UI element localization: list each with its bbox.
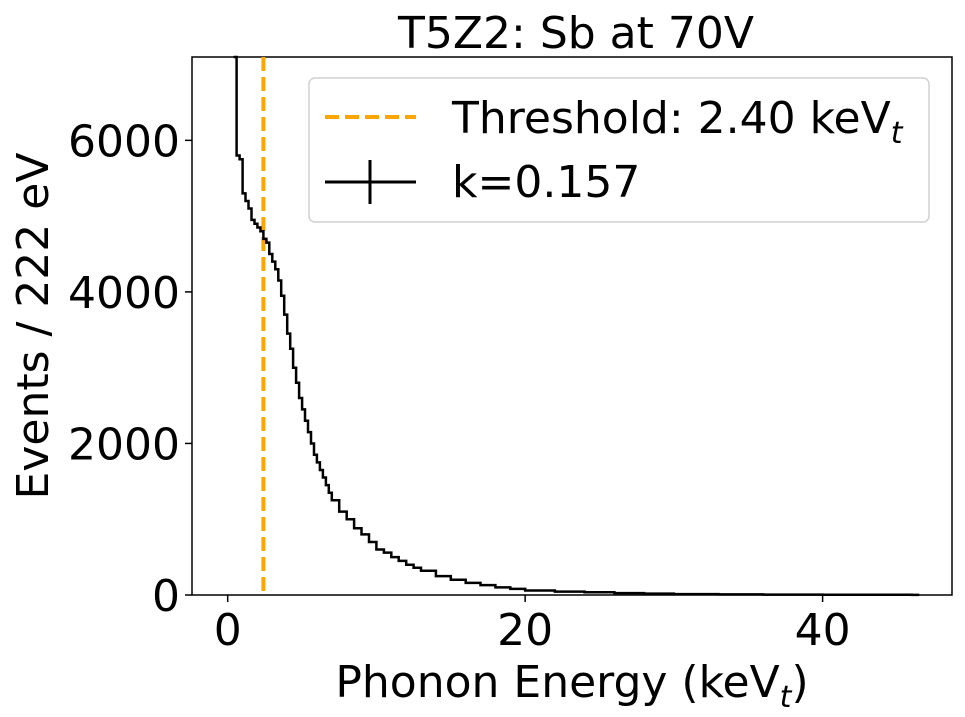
chart-title: T5Z2: Sb at 70V xyxy=(397,8,754,59)
series-line-0 xyxy=(233,55,920,597)
x-tick-label: 0 xyxy=(214,605,242,656)
y-axis-label: Events / 222 eV xyxy=(8,153,59,500)
y-tick-label: 6000 xyxy=(68,116,180,167)
legend-series-label: k=0.157 xyxy=(452,157,640,208)
x-axis-label-main: Phonon Energy (keV xyxy=(335,657,779,708)
x-axis-label-sub: t xyxy=(780,680,793,715)
y-tick-label: 2000 xyxy=(68,419,180,470)
x-axis-label-end: ) xyxy=(791,657,808,708)
x-axis-label: Phonon Energy (keVt) xyxy=(335,657,808,715)
y-tick-label: 0 xyxy=(152,571,180,622)
legend-threshold-label: Threshold: 2.40 keVt xyxy=(451,93,904,151)
legend-threshold-label-main: Threshold: 2.40 keV xyxy=(451,93,891,144)
legend-threshold-label-sub: t xyxy=(891,116,904,151)
axis-ticks: 0 20 40 0 2000 4000 6000 xyxy=(68,116,851,656)
legend-box xyxy=(308,77,930,223)
x-tick-label: 20 xyxy=(497,605,553,656)
x-tick-label: 40 xyxy=(795,605,851,656)
legend: Threshold: 2.40 keVt k=0.157 xyxy=(308,77,930,223)
plot-area-frame xyxy=(191,56,953,596)
y-tick-label: 4000 xyxy=(68,268,180,319)
plot-marks xyxy=(233,55,920,597)
